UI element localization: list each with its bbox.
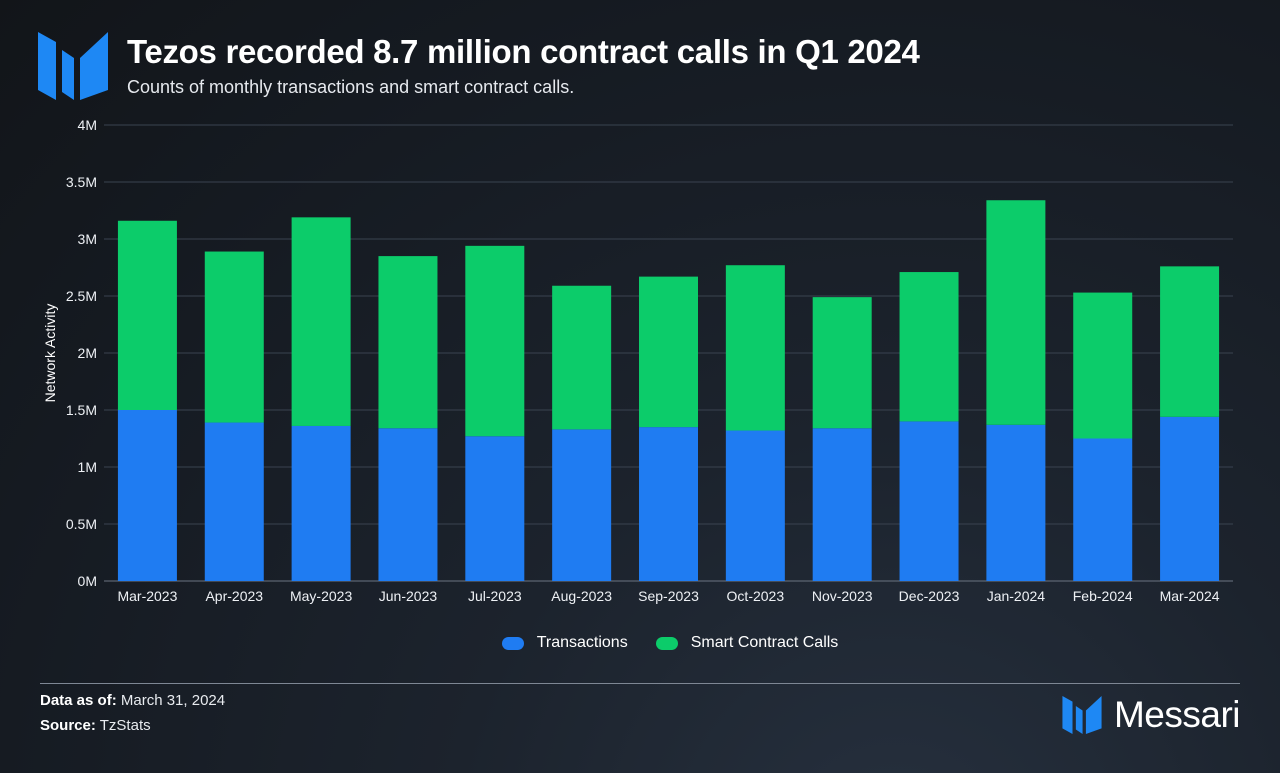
- chart-legend: Transactions Smart Contract Calls: [0, 634, 1280, 652]
- data-as-of: Data as of: March 31, 2024: [40, 692, 225, 709]
- messari-logo-icon: [38, 32, 108, 100]
- y-tick-label: 1.5M: [66, 402, 97, 418]
- footer-divider: [40, 683, 1240, 684]
- brand-logo: Messari: [1062, 694, 1241, 736]
- stacked-bar-chart: 0M 0.5M 1M 1.5M 2M 2.5M 3M 3.5M 4M Mar-2023 Apr-2…: [42, 117, 1233, 604]
- bar-transactions: [117, 410, 177, 581]
- bar-transactions: [1073, 438, 1133, 581]
- legend-swatch-transactions: [501, 636, 524, 650]
- x-tick-label: Nov-2023: [812, 588, 873, 604]
- bar-smart-contract-calls: [291, 217, 351, 426]
- y-tick-label: 3.5M: [66, 174, 97, 190]
- bar-transactions: [639, 427, 698, 581]
- bar-transactions: [899, 421, 959, 581]
- y-tick-label: 1M: [78, 459, 97, 475]
- x-tick-label: Feb-2024: [1073, 588, 1133, 604]
- bar-smart-contract-calls: [986, 200, 1046, 425]
- y-tick-label: 2M: [78, 345, 97, 361]
- data-as-of-value: March 31, 2024: [120, 692, 226, 709]
- x-tick-label: Jan-2024: [987, 588, 1046, 604]
- bar-transactions: [378, 428, 438, 581]
- y-tick-label: 0.5M: [66, 516, 97, 532]
- bar-transactions: [1160, 416, 1220, 581]
- y-tick-label: 2.5M: [66, 288, 97, 304]
- x-tick-label: Oct-2023: [727, 588, 785, 604]
- source-label: Source:: [40, 717, 96, 734]
- bar-smart-contract-calls: [1073, 292, 1133, 439]
- bar-transactions: [725, 430, 785, 581]
- legend-item-transactions[interactable]: Transactions: [501, 634, 628, 652]
- chart-subtitle: Counts of monthly transactions and smart…: [127, 77, 575, 97]
- bar-smart-contract-calls: [465, 245, 525, 437]
- bar-transactions: [291, 425, 351, 581]
- source: Source: TzStats: [40, 717, 151, 734]
- bar-transactions: [552, 429, 612, 581]
- x-tick-label: Dec-2023: [899, 588, 960, 604]
- chart-title: Tezos recorded 8.7 million contract call…: [127, 33, 920, 70]
- x-tick-label: Jul-2023: [468, 588, 522, 604]
- bar-smart-contract-calls: [204, 251, 264, 423]
- y-tick-label: 4M: [78, 117, 97, 133]
- bar-smart-contract-calls: [552, 285, 612, 430]
- y-axis-ticks: 0M 0.5M 1M 1.5M 2M 2.5M 3M 3.5M 4M: [66, 117, 97, 589]
- bar-transactions: [986, 424, 1046, 581]
- bar-transactions: [465, 436, 525, 581]
- bar-smart-contract-calls: [639, 276, 698, 428]
- bar-smart-contract-calls: [899, 272, 959, 422]
- x-tick-label: Sep-2023: [638, 588, 699, 604]
- messari-brand-icon: [1062, 696, 1102, 734]
- bar-smart-contract-calls: [812, 297, 872, 429]
- x-tick-label: Mar-2024: [1160, 588, 1220, 604]
- bar-smart-contract-calls: [378, 256, 438, 429]
- bar-transactions: [204, 422, 264, 581]
- legend-swatch-smart-contract-calls: [655, 636, 678, 650]
- bar-smart-contract-calls: [1160, 266, 1220, 417]
- y-tick-label: 3M: [78, 231, 97, 247]
- source-value: TzStats: [99, 717, 151, 734]
- x-tick-label: Mar-2023: [117, 588, 177, 604]
- x-tick-label: May-2023: [290, 588, 352, 604]
- data-as-of-label: Data as of:: [40, 692, 117, 709]
- y-axis-title: Network Activity: [42, 304, 58, 403]
- legend-item-smart-contract-calls[interactable]: Smart Contract Calls: [655, 634, 839, 652]
- bar-smart-contract-calls: [117, 220, 177, 410]
- legend-label-transactions: Transactions: [536, 634, 628, 651]
- bar-transactions: [812, 428, 872, 581]
- bars: [117, 200, 1220, 581]
- legend-label-smart-contract-calls: Smart Contract Calls: [690, 634, 839, 651]
- brand-name: Messari: [1113, 694, 1241, 735]
- x-tick-label: Jun-2023: [379, 588, 438, 604]
- x-tick-label: Aug-2023: [551, 588, 612, 604]
- x-tick-label: Apr-2023: [205, 588, 263, 604]
- x-axis-ticks: Mar-2023 Apr-2023 May-2023 Jun-2023 Jul-2023…: [117, 588, 1219, 604]
- y-tick-label: 0M: [78, 573, 97, 589]
- bar-smart-contract-calls: [725, 265, 785, 431]
